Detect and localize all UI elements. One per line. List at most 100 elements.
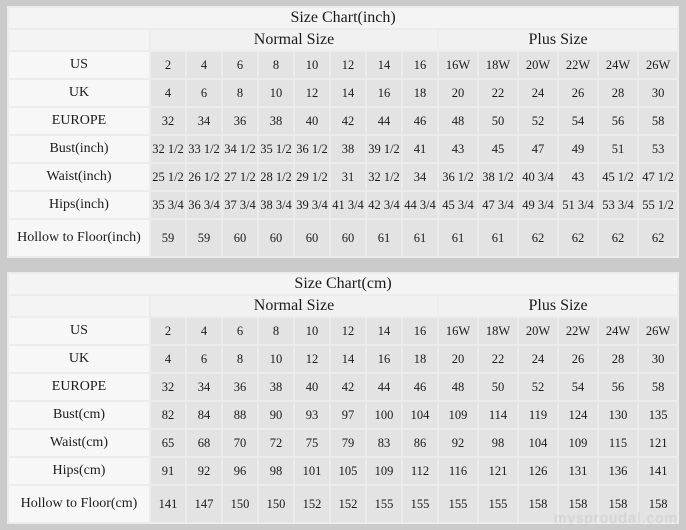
size-cell: 4 — [151, 80, 185, 106]
watermark: mysproudal.com — [553, 510, 678, 527]
size-cell: 35 3/4 — [151, 192, 185, 218]
size-cell: 2 — [151, 318, 185, 344]
size-cell: 56 — [599, 374, 637, 400]
size-cell: 62 — [559, 220, 597, 256]
size-cell: 58 — [639, 108, 678, 134]
size-cell: 45 — [479, 136, 517, 162]
size-cell: 16 — [403, 318, 437, 344]
size-cell: 20 — [439, 346, 477, 372]
row-label: Bust(inch) — [9, 136, 149, 162]
size-cell: 8 — [259, 52, 293, 78]
size-cell: 61 — [367, 220, 401, 256]
size-cell: 10 — [259, 80, 293, 106]
size-cell: 48 — [439, 108, 477, 134]
size-cell: 47 3/4 — [479, 192, 517, 218]
size-cell: 114 — [479, 402, 517, 428]
size-cell: 42 3/4 — [367, 192, 401, 218]
size-cell: 14 — [331, 346, 365, 372]
size-cell: 18W — [479, 318, 517, 344]
size-cell: 109 — [439, 402, 477, 428]
size-cell: 98 — [479, 430, 517, 456]
row-label: Hips(cm) — [9, 458, 149, 484]
row-label: Hips(inch) — [9, 192, 149, 218]
size-cell: 36 1/2 — [295, 136, 329, 162]
size-cell: 6 — [223, 318, 257, 344]
size-cell: 116 — [439, 458, 477, 484]
group-header-normal-size: Normal Size — [151, 296, 437, 316]
row-label: Waist(cm) — [9, 430, 149, 456]
size-cell: 24W — [599, 318, 637, 344]
size-cell: 32 — [151, 108, 185, 134]
row-label: US — [9, 318, 149, 344]
size-cell: 126 — [519, 458, 557, 484]
size-cell: 62 — [519, 220, 557, 256]
size-cell: 24 — [519, 80, 557, 106]
size-cell: 52 — [519, 108, 557, 134]
size-cell: 104 — [519, 430, 557, 456]
size-cell: 58 — [639, 374, 678, 400]
size-cell: 43 — [559, 164, 597, 190]
size-cell: 16W — [439, 318, 477, 344]
size-cell: 155 — [403, 486, 437, 522]
size-cell: 92 — [187, 458, 221, 484]
size-cell: 41 3/4 — [331, 192, 365, 218]
corner-cell — [9, 296, 149, 316]
size-cell: 16 — [367, 346, 401, 372]
size-cell: 12 — [295, 346, 329, 372]
size-cell: 104 — [403, 402, 437, 428]
size-cell: 49 3/4 — [519, 192, 557, 218]
size-cell: 28 — [599, 80, 637, 106]
size-cell: 60 — [223, 220, 257, 256]
size-chart-cm-table: Size Chart(cm) Normal Size Plus Size US 2 4 6 8… — [7, 272, 680, 524]
size-cell: 26 — [559, 80, 597, 106]
size-cell: 90 — [259, 402, 293, 428]
size-cell: 158 — [559, 486, 597, 522]
row-label: Hollow to Floor(inch) — [9, 220, 149, 256]
size-cell: 52 — [519, 374, 557, 400]
size-cell: 105 — [331, 458, 365, 484]
size-cell: 10 — [259, 346, 293, 372]
row-label: Waist(inch) — [9, 164, 149, 190]
size-cell: 96 — [223, 458, 257, 484]
size-cell: 150 — [223, 486, 257, 522]
size-cell: 4 — [187, 52, 221, 78]
size-cell: 26 — [559, 346, 597, 372]
size-cell: 53 — [639, 136, 678, 162]
size-cell: 20W — [519, 52, 557, 78]
size-cell: 155 — [439, 486, 477, 522]
size-cell: 14 — [367, 52, 401, 78]
size-cell: 92 — [439, 430, 477, 456]
size-cell: 36 3/4 — [187, 192, 221, 218]
size-cell: 38 1/2 — [479, 164, 517, 190]
size-cell: 38 — [259, 108, 293, 134]
size-cell: 30 — [639, 346, 678, 372]
size-cell: 155 — [479, 486, 517, 522]
size-cell: 6 — [223, 52, 257, 78]
size-cell: 32 1/2 — [151, 136, 185, 162]
size-cell: 36 — [223, 374, 257, 400]
size-cell: 83 — [367, 430, 401, 456]
size-cell: 60 — [331, 220, 365, 256]
size-cell: 12 — [331, 318, 365, 344]
size-cell: 24W — [599, 52, 637, 78]
size-cell: 124 — [559, 402, 597, 428]
size-cell: 38 3/4 — [259, 192, 293, 218]
size-cell: 55 1/2 — [639, 192, 678, 218]
size-cell: 31 — [331, 164, 365, 190]
size-cell: 47 — [519, 136, 557, 162]
size-cell: 51 3/4 — [559, 192, 597, 218]
size-cell: 109 — [367, 458, 401, 484]
size-cell: 8 — [223, 80, 257, 106]
size-cell: 18 — [403, 346, 437, 372]
size-cell: 68 — [187, 430, 221, 456]
size-cell: 121 — [479, 458, 517, 484]
size-cell: 10 — [295, 52, 329, 78]
size-cell: 101 — [295, 458, 329, 484]
size-cell: 34 — [187, 374, 221, 400]
size-cell: 22W — [559, 318, 597, 344]
row-label: Hollow to Floor(cm) — [9, 486, 149, 522]
size-cell: 39 1/2 — [367, 136, 401, 162]
size-cell: 155 — [367, 486, 401, 522]
size-cell: 61 — [439, 220, 477, 256]
size-cell: 45 1/2 — [599, 164, 637, 190]
